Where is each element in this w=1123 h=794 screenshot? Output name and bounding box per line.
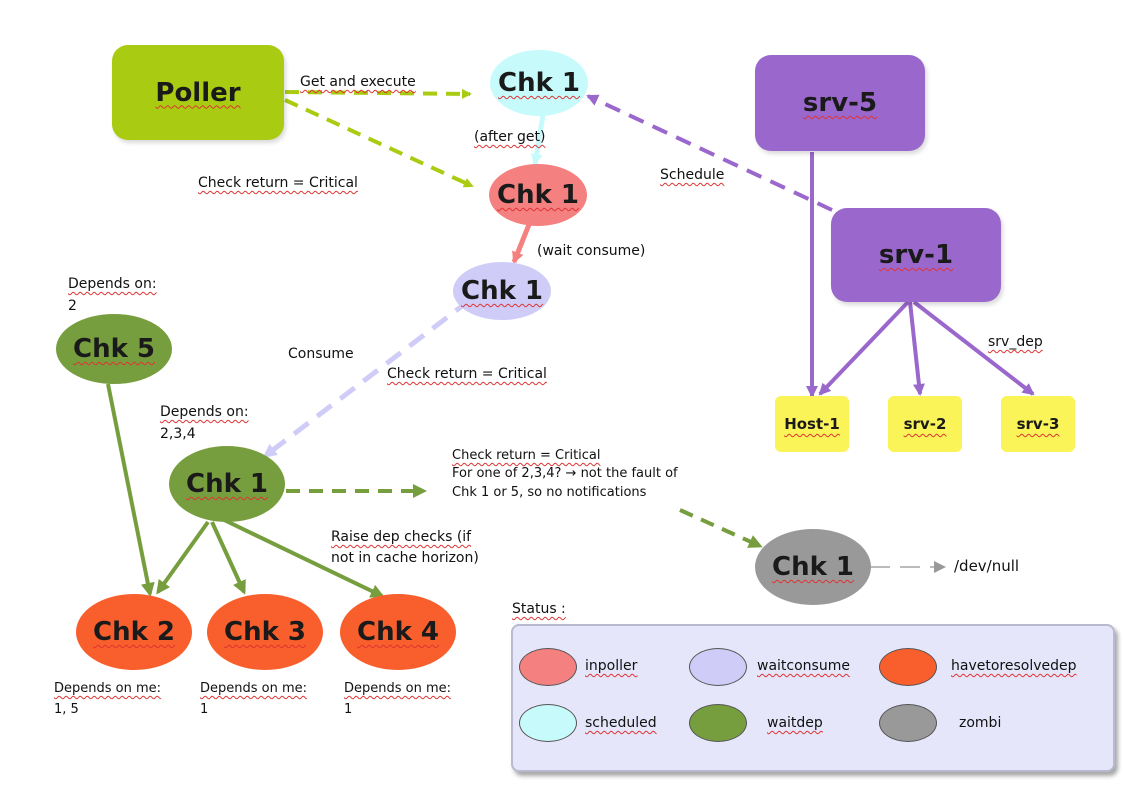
arrow-srv1-to-srv2 [908,301,925,396]
label-zombi-note-line1: Check return = Critical [452,448,601,463]
label-zombi-note-line3: Chk 1 or 5, so no notifications [452,485,647,500]
chk1-scheduled-node: Chk 1 [490,50,588,116]
legend-status-title: Status : [512,601,566,617]
chk4-node: Chk 4 [340,594,456,670]
legend-label-waitdep: waitdep [767,715,823,731]
arrow-poller-to-scheduled [284,88,472,99]
chk1-waitconsume-node: Chk 1 [453,262,551,320]
label-dep-me-3-title: Depends on me: [200,681,308,696]
label-depends-on-234-value: 2,3,4 [160,426,196,442]
legend-label-waitconsume: waitconsume [757,658,850,674]
label-check-return-1: Check return = Critical [198,175,358,191]
label-raise-line2: not in cache horizon) [331,550,479,566]
label-dep-me-4-value: 1 [344,702,353,717]
label-dep-me-4-title: Depends on me: [344,681,452,696]
label-dep-me-3-value: 1 [200,702,209,717]
legend-swatch-inpoller [519,648,577,686]
legend-label-zombi: zombi [959,715,1002,731]
label-dev-null: /dev/null [954,557,1020,575]
arrow-poller-to-inpoller [284,98,474,188]
legend-swatch-waitconsume [689,648,747,686]
arrow-waitdep-to-chk2 [156,520,210,595]
label-depends-on-2-value: 2 [68,298,77,314]
arrow-note-to-zombi [679,508,763,548]
label-srv-dep: srv_dep [988,334,1043,350]
chk1-waitdep-node: Chk 1 [169,446,285,522]
legend-label-havetoresolvedep: havetoresolvedep [951,658,1077,674]
srv3-node: srv-3 [1001,396,1075,452]
label-consume: Consume [288,346,354,362]
label-depends-on-234-title: Depends on: [160,404,249,420]
label-check-return-2: Check return = Critical [387,366,547,382]
arrow-srv1-to-scheduled [586,94,833,212]
legend-label-inpoller: inpoller [585,658,638,674]
srv2-node: srv-2 [888,396,962,452]
host1-node: Host-1 [775,396,849,452]
label-depends-on-2-title: Depends on: [68,276,157,292]
chk1-inpoller-node: Chk 1 [489,164,587,226]
poller-node: Poller [112,45,284,140]
label-get-execute: Get and execute [300,74,416,90]
label-schedule: Schedule [660,167,725,183]
chk1-zombi-node: Chk 1 [755,529,871,605]
arrow-waitdep-to-chk3 [210,521,246,595]
chk2-node: Chk 2 [76,594,192,670]
arrow-chk5-to-chk2 [106,383,155,597]
label-wait-consume: (wait consume) [537,243,646,259]
arrow-waitconsume-to-waitdep [262,298,472,458]
arrow-scheduled-to-inpoller [530,114,546,166]
label-raise-line1: Raise dep checks (if [331,529,472,545]
legend-swatch-scheduled [519,704,577,742]
label-dep-me-2-title: Depends on me: [54,681,162,696]
arrow-inpoller-to-waitconsume [511,221,533,264]
arrow-srv1-to-host1 [818,300,910,396]
srv5-node: srv-5 [755,55,925,151]
legend-label-scheduled: scheduled [585,715,657,731]
status-legend: inpoller waitconsume havetoresolvedep sc… [511,624,1115,772]
arrow-waitdep-to-chk4 [219,516,385,598]
srv1-node: srv-1 [831,208,1001,302]
label-after-get: (after get) [474,129,546,145]
chk5-node: Chk 5 [56,314,172,384]
arrow-srv1-to-srv3 [912,300,1035,396]
legend-swatch-zombi [879,704,937,742]
legend-swatch-waitdep [689,704,747,742]
label-zombi-note-line2: For one of 2,3,4? → not the fault of [452,466,678,481]
label-dep-me-2-value: 1, 5 [54,702,79,717]
chk3-node: Chk 3 [207,594,323,670]
legend-swatch-havetoresolvedep [879,648,937,686]
